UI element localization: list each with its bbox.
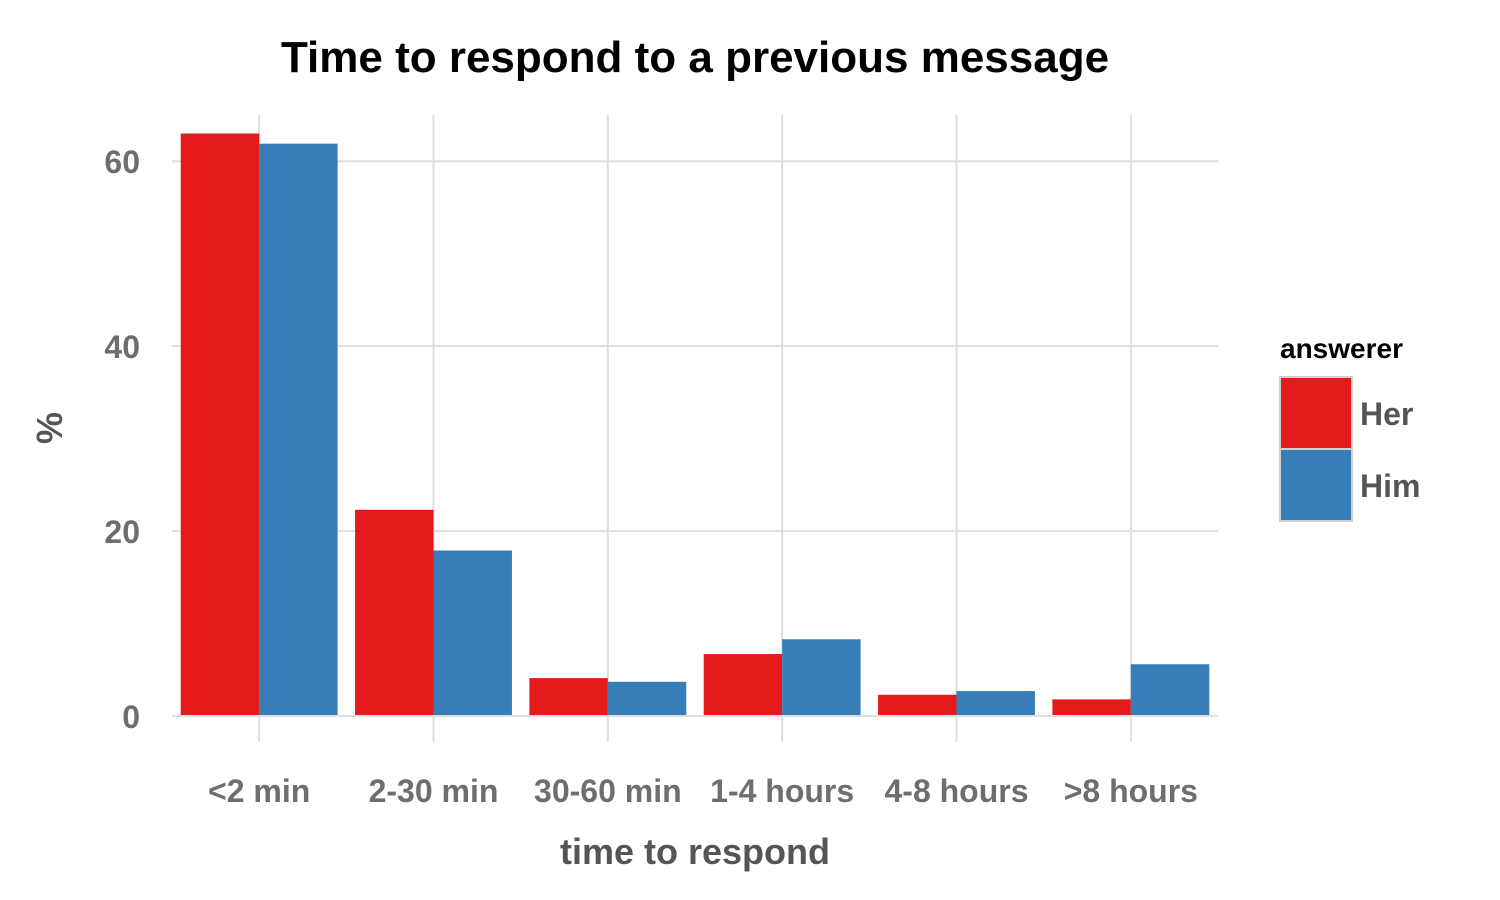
legend: answerer Her Him <box>1279 333 1420 522</box>
bar-him-5 <box>1130 664 1210 716</box>
y-axis-title: % <box>29 412 70 444</box>
bar-her-4 <box>878 694 957 716</box>
x-axis-title: time to respond <box>560 831 830 872</box>
legend-label-her: Her <box>1360 396 1413 432</box>
y-tick-label: 60 <box>104 144 140 180</box>
bar-her-3 <box>703 654 783 716</box>
x-tick-label: 30-60 min <box>534 773 682 809</box>
x-tick-label: >8 hours <box>1064 773 1198 809</box>
bar-him-1 <box>433 550 512 716</box>
bar-him-3 <box>782 639 861 716</box>
bar-him-2 <box>607 681 687 716</box>
bars <box>172 133 1218 717</box>
chart-title: Time to respond to a previous message <box>281 33 1109 82</box>
legend-key-him <box>1279 448 1353 522</box>
legend-label-him: Him <box>1360 468 1420 504</box>
bar-him-4 <box>956 691 1035 716</box>
bar-her-2 <box>529 678 608 716</box>
bar-her-1 <box>355 509 434 716</box>
y-tick-label: 40 <box>104 329 140 365</box>
legend-items: Her Him <box>1279 376 1420 522</box>
bar-him-0 <box>259 143 338 716</box>
y-tick-label: 0 <box>122 699 140 735</box>
y-axis-ticks: 0 20 40 60 <box>104 144 140 735</box>
bar-her-0 <box>180 133 260 716</box>
x-tick-label: 1-4 hours <box>710 773 854 809</box>
legend-key-her <box>1279 376 1353 450</box>
legend-title: answerer <box>1280 333 1403 364</box>
x-axis-ticks: <2 min 2-30 min 30-60 min 1-4 hours 4-8 hour… <box>208 716 1198 809</box>
x-tick-label: 2-30 min <box>369 773 499 809</box>
x-tick-label: 4-8 hours <box>884 773 1028 809</box>
y-tick-label: 20 <box>104 514 140 550</box>
bar-her-5 <box>1052 699 1131 716</box>
x-tick-label: <2 min <box>208 773 310 809</box>
